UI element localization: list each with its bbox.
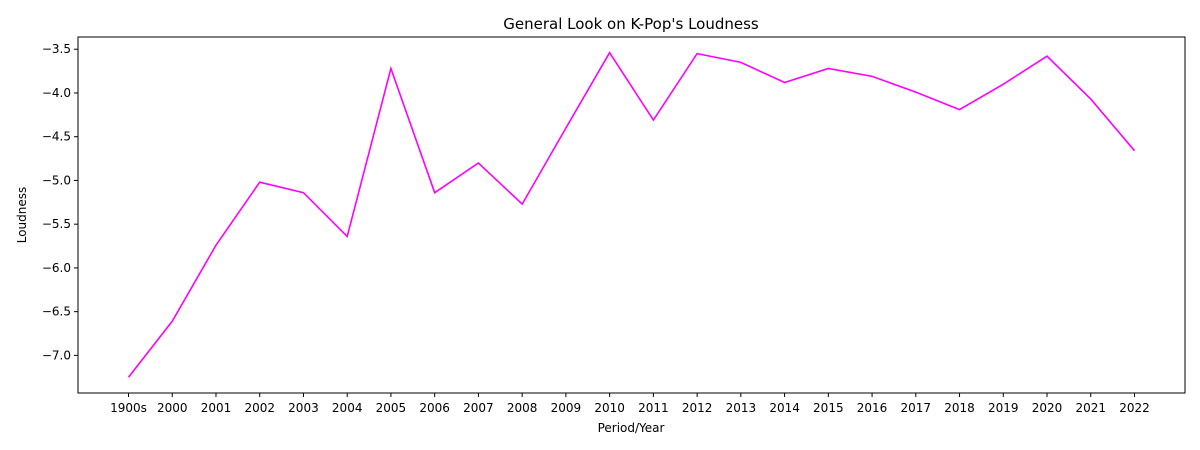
x-tick-label: 2011 <box>638 401 669 415</box>
x-tick-label: 2020 <box>1032 401 1063 415</box>
y-tick-label: −7.0 <box>42 348 71 362</box>
y-tick-label: −4.5 <box>42 130 71 144</box>
x-tick-label: 2014 <box>769 401 800 415</box>
x-axis: 1900s 2000 2001 2002 2003 2004 2005 2006 2007 200… <box>110 393 1150 415</box>
x-tick-label: 2010 <box>594 401 625 415</box>
x-tick-label: 2000 <box>157 401 188 415</box>
y-tick-label: −6.5 <box>42 305 71 319</box>
plot-area <box>77 36 1186 394</box>
y-tick-label: −4.0 <box>42 86 71 100</box>
series-line-loudness <box>127 51 1136 378</box>
x-tick-label: 2019 <box>988 401 1019 415</box>
x-tick-label: 1900s <box>110 401 147 415</box>
x-tick-label: 2018 <box>944 401 975 415</box>
y-tick-label: −5.5 <box>42 217 71 231</box>
x-tick-label: 2007 <box>463 401 494 415</box>
x-tick-label: 2009 <box>551 401 582 415</box>
chart-title: General Look on K-Pop's Loudness <box>503 15 759 33</box>
x-tick-label: 2022 <box>1119 401 1150 415</box>
x-tick-label: 2017 <box>901 401 932 415</box>
x-tick-label: 2021 <box>1075 401 1106 415</box>
x-axis-label: Period/Year <box>598 421 665 435</box>
x-tick-label: 2004 <box>332 401 363 415</box>
y-tick-label: −3.5 <box>42 42 71 56</box>
x-tick-label: 2013 <box>726 401 757 415</box>
x-tick-label: 2003 <box>288 401 319 415</box>
x-tick-label: 2002 <box>244 401 275 415</box>
x-tick-label: 2012 <box>682 401 713 415</box>
y-axis-label: Loudness <box>15 187 29 244</box>
y-axis: −7.0 −6.5 −6.0 −5.5 −5.0 −4.5 −4.0 −3.5 <box>42 42 78 362</box>
x-tick-label: 2016 <box>857 401 888 415</box>
x-tick-label: 2008 <box>507 401 538 415</box>
x-tick-label: 2005 <box>376 401 407 415</box>
x-tick-label: 2006 <box>419 401 450 415</box>
x-tick-label: 2001 <box>201 401 232 415</box>
y-tick-label: −5.0 <box>42 173 71 187</box>
y-tick-label: −6.0 <box>42 261 71 275</box>
x-tick-label: 2015 <box>813 401 844 415</box>
